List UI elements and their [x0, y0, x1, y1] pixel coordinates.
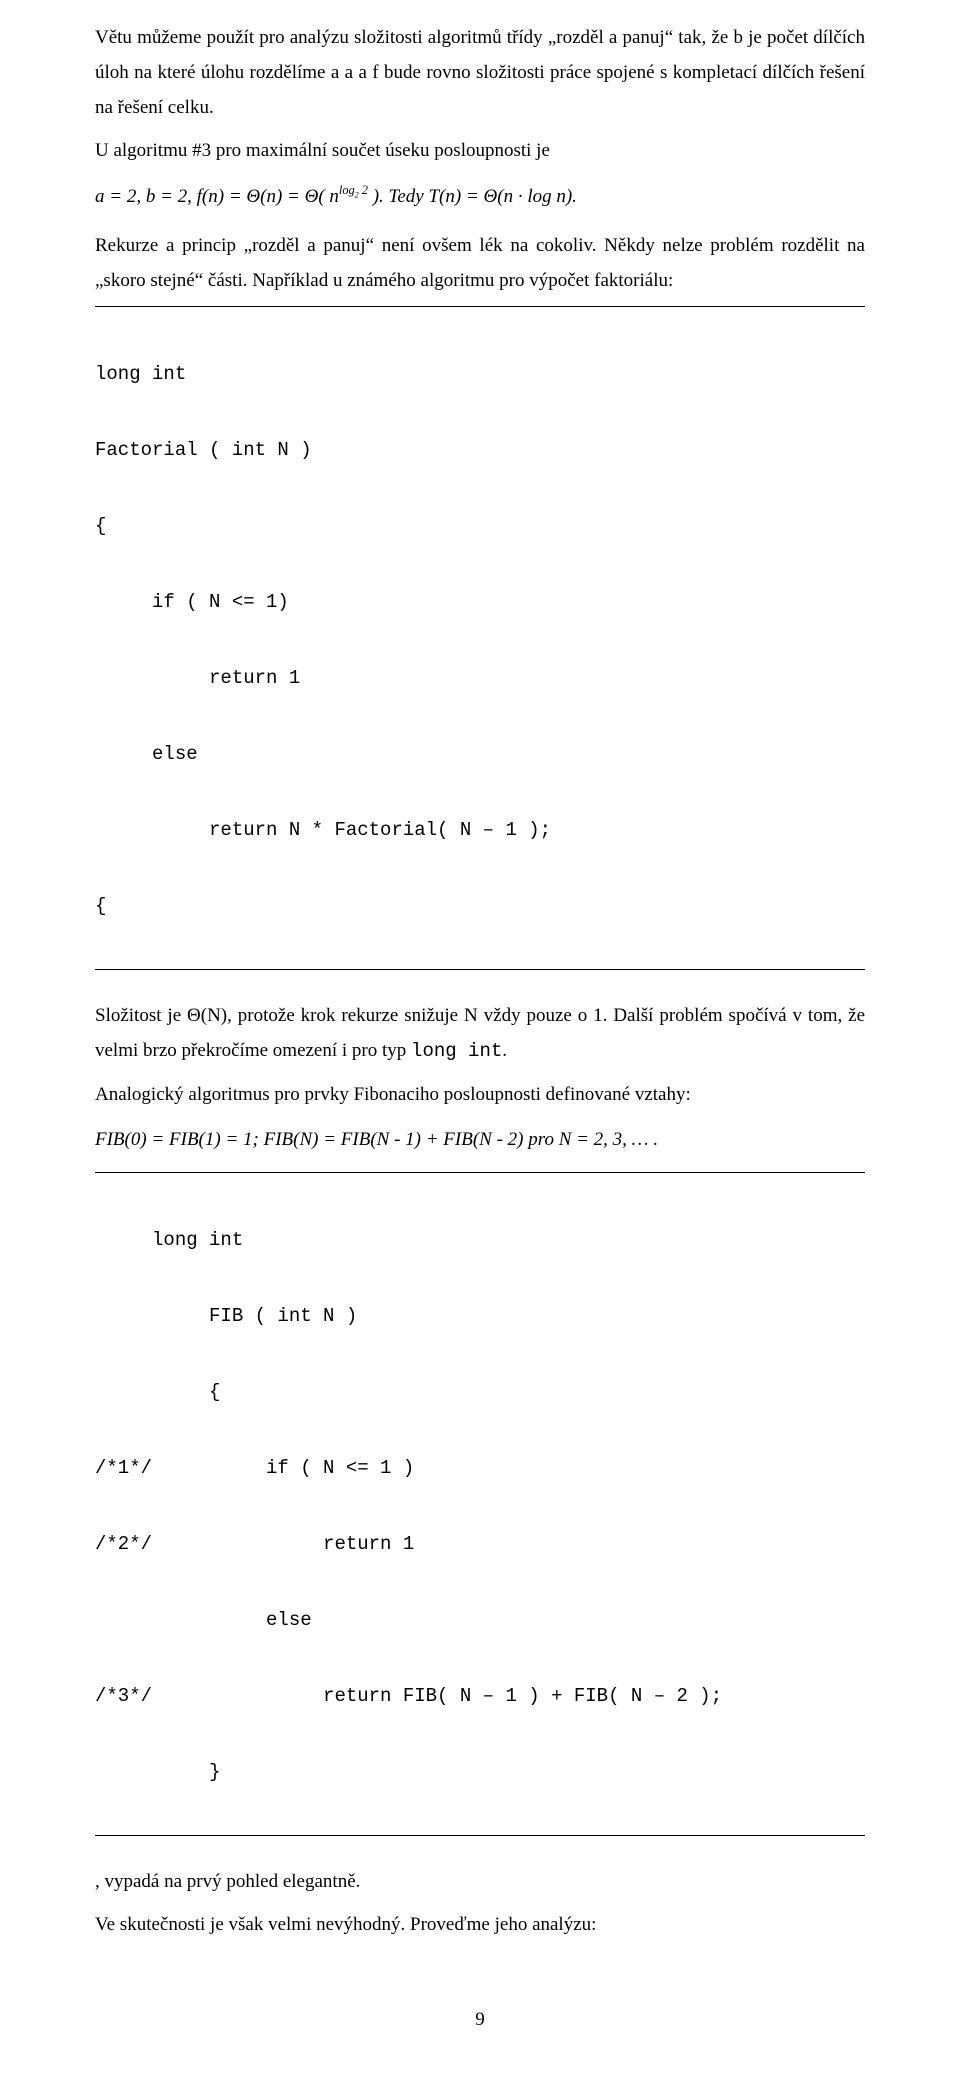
code2-l5: /*2*/ return 1 — [95, 1525, 865, 1563]
rule-4 — [95, 1835, 865, 1836]
rule-1 — [95, 306, 865, 307]
rule-3 — [95, 1172, 865, 1173]
code1-l8: { — [95, 887, 865, 925]
paragraph-3: Rekurze a princip „rozděl a panuj“ není … — [95, 228, 865, 298]
code2-l4: /*1*/ if ( N <= 1 ) — [95, 1449, 865, 1487]
paragraph-7: Ve skutečnosti je však velmi nevýhodný. … — [95, 1907, 865, 1942]
code1-l2: Factorial ( int N ) — [95, 431, 865, 469]
rule-2 — [95, 969, 865, 970]
code1-l6: else — [95, 735, 865, 773]
math1-mid: ). Tedy T(n) = Θ(n — [368, 186, 518, 207]
math1-prefix: a = 2, b = 2, f(n) = Θ(n) = Θ( n — [95, 186, 339, 207]
code-block-fib: long int FIB ( int N ) { /*1*/ if ( N <=… — [95, 1183, 865, 1829]
p4-code: long int — [411, 1040, 502, 1062]
math1-suffix: log n). — [523, 186, 577, 207]
code1-l4: if ( N <= 1) — [95, 583, 865, 621]
paragraph-1: Větu můžeme použít pro analýzu složitost… — [95, 20, 865, 125]
code1-l1: long int — [95, 355, 865, 393]
code2-l1: long int — [95, 1221, 865, 1259]
math-line-2: FIB(0) = FIB(1) = 1; FIB(N) = FIB(N - 1)… — [95, 1122, 865, 1157]
code-block-factorial: long int Factorial ( int N ) { if ( N <=… — [95, 317, 865, 963]
math1-sup: log — [339, 183, 355, 197]
code2-l6: else — [95, 1601, 865, 1639]
paragraph-6: , vypadá na prvý pohled elegantně. — [95, 1864, 865, 1899]
paragraph-4: Složitost je Θ(N), protože krok rekurze … — [95, 998, 865, 1069]
code1-l7: return N * Factorial( N – 1 ); — [95, 811, 865, 849]
page-number: 9 — [95, 2002, 865, 2037]
code1-l3: { — [95, 507, 865, 545]
p4-suffix: . — [502, 1040, 507, 1061]
code2-l7: /*3*/ return FIB( N – 1 ) + FIB( N – 2 )… — [95, 1677, 865, 1715]
code1-l5: return 1 — [95, 659, 865, 697]
math1-exp: 2 — [359, 183, 368, 197]
code2-l3: { — [95, 1373, 865, 1411]
code2-l8: } — [95, 1753, 865, 1791]
math-line-1: a = 2, b = 2, f(n) = Θ(n) = Θ( nlog2 2 )… — [95, 179, 865, 214]
code2-l2: FIB ( int N ) — [95, 1297, 865, 1335]
paragraph-5: Analogický algoritmus pro prvky Fibonaci… — [95, 1077, 865, 1112]
paragraph-2: U algoritmu #3 pro maximální součet úsek… — [95, 133, 865, 168]
